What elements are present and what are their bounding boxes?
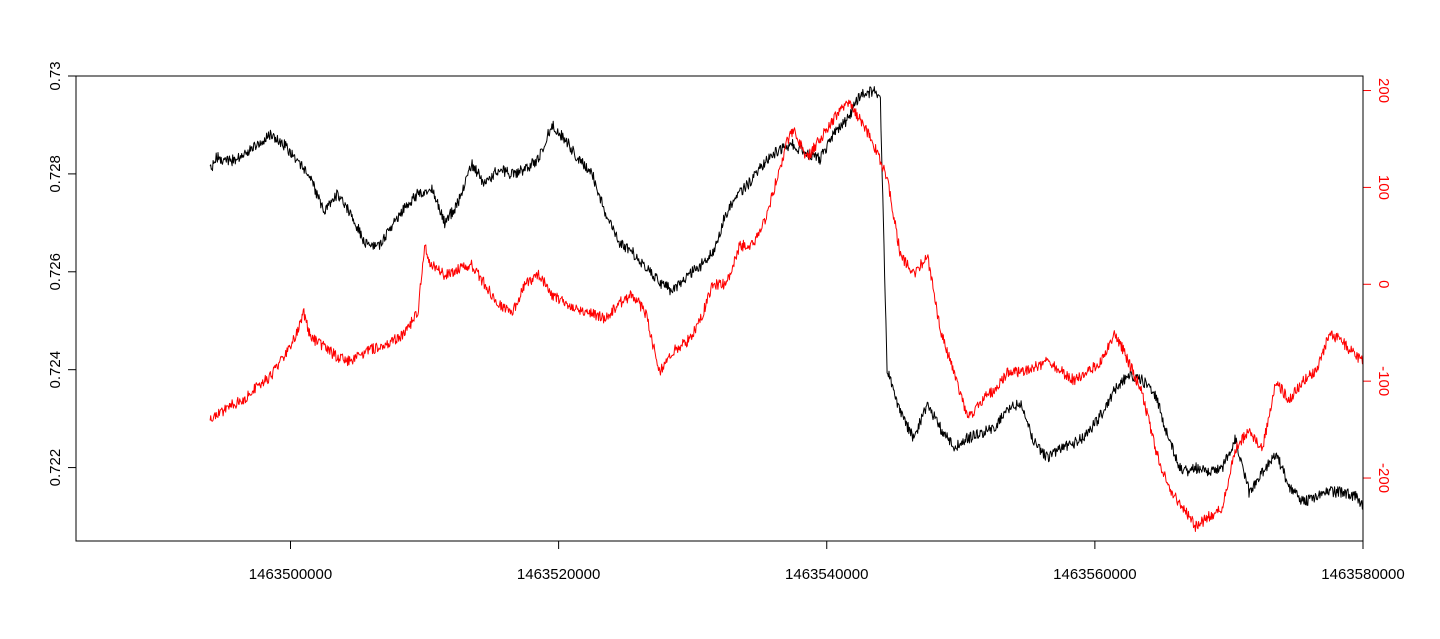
y-axis-right: -200 -100 0 100 200 [1362, 78, 1392, 493]
y-left-tick-label: 0.728 [47, 155, 64, 193]
y-left-tick-label: 0.722 [47, 449, 64, 487]
x-tick-label: 1463540000 [785, 566, 868, 583]
y-right-tick-label: 200 [1375, 78, 1392, 103]
x-tick-label: 1463560000 [1053, 566, 1136, 583]
series-line-right [209, 99, 1364, 532]
x-tick-label: 1463520000 [517, 566, 600, 583]
y-left-tick-label: 0.73 [47, 61, 64, 90]
y-right-tick-label: 100 [1375, 175, 1392, 200]
y-left-tick-label: 0.726 [47, 253, 64, 291]
series-line-left [209, 86, 1364, 510]
series-layer [209, 86, 1364, 532]
y-left-tick-label: 0.724 [47, 351, 64, 389]
y-right-tick-label: -100 [1375, 366, 1392, 396]
x-tick-label: 1463500000 [249, 566, 332, 583]
y-right-tick-label: -200 [1375, 463, 1392, 493]
y-right-tick-label: 0 [1375, 280, 1392, 288]
x-tick-label: 1463580000 [1321, 566, 1404, 583]
plot-frame [75, 75, 1364, 542]
x-axis: 1463500000 1463520000 1463540000 1463560000… [249, 540, 1405, 583]
y-axis-left: 0.722 0.724 0.726 0.728 0.73 [47, 61, 77, 487]
